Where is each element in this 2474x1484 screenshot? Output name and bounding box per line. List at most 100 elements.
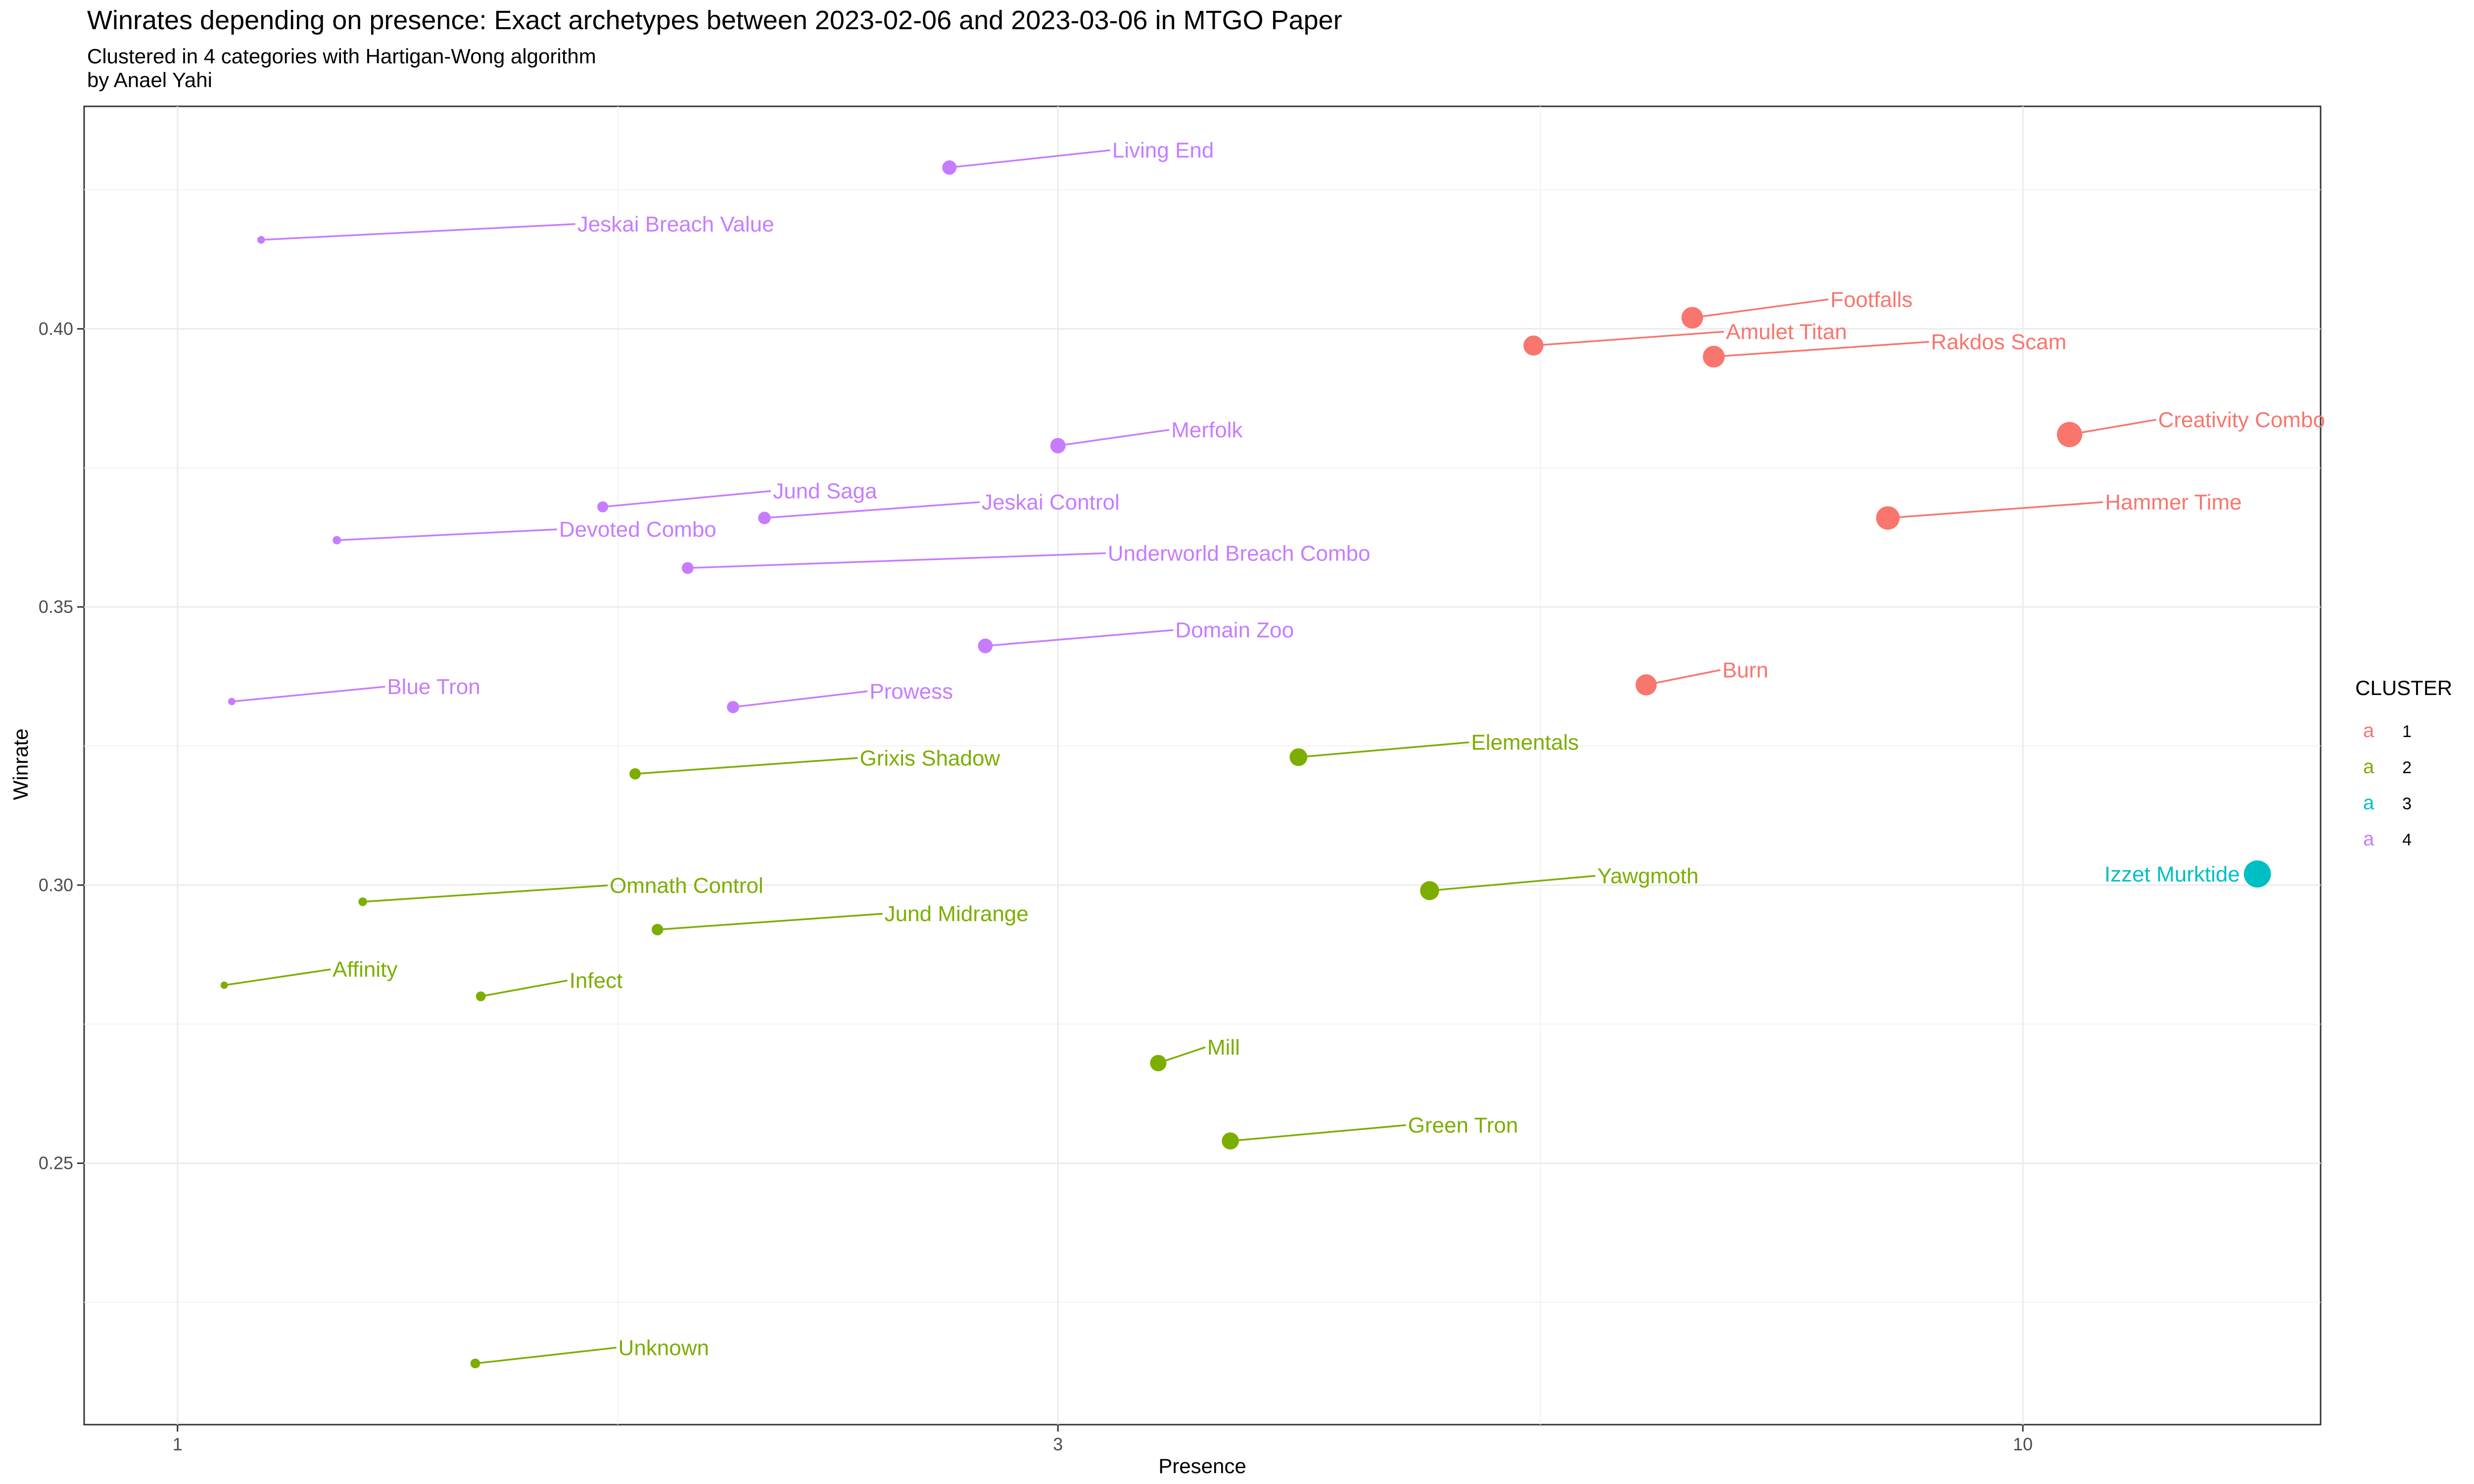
label-hammer-time: Hammer Time [2105,490,2241,514]
y-tick-label: 0.40 [39,319,73,339]
point-footfalls [1681,307,1703,329]
chart-subtitle: Clustered in 4 categories with Hartigan-… [87,45,596,92]
legend-key-2: a [2363,756,2375,778]
point-grixis-shadow [629,768,641,780]
y-tick-label: 0.30 [39,875,73,895]
point-blue-tron [228,697,236,705]
point-green-tron [1222,1132,1239,1150]
data-points [220,160,2271,1369]
point-hammer-time [1876,506,1900,530]
connector-yawgmoth [1429,875,1596,892]
axes: 1 3 10 0.25 0.30 0.35 0.40 [39,319,2033,1454]
point-omnath-control [358,897,367,906]
label-blue-tron: Blue Tron [387,675,480,699]
connector-omnath-control [362,884,608,903]
connector-footfalls [1692,298,1829,319]
label-affinity: Affinity [333,958,397,982]
point-affinity [220,981,228,989]
label-elementals: Elementals [1471,731,1579,755]
label-mill: Mill [1207,1035,1240,1060]
label-footfalls: Footfalls [1830,287,1912,312]
x-tick-label: 1 [173,1434,183,1454]
label-jund-midrange: Jund Midrange [885,902,1029,926]
connector-unknown [475,1346,617,1365]
connector-domain-zoo [985,629,1174,647]
point-underworld-breach-combo [681,562,694,574]
label-creativity-combo: Creativity Combo [2158,408,2325,432]
point-izzet-murktide [2243,860,2271,888]
connector-creativity-combo [2069,418,2156,436]
connector-green-tron [1230,1124,1406,1142]
point-labels: Living End Jeskai Breach Value Footfalls Am… [333,139,2325,1360]
point-merfolk [1050,438,1066,454]
label-unknown: Unknown [618,1336,709,1360]
x-tick-label: 10 [2013,1434,2033,1454]
legend-label-3: 3 [2402,794,2412,813]
connector-prowess [733,690,868,708]
legend-key-3: a [2363,792,2375,814]
connector-affinity [224,968,331,986]
connector-hammer-time [1888,501,2103,519]
connector-blue-tron [232,686,385,702]
label-amulet-titan: Amulet Titan [1726,320,1847,344]
legend-label-2: 2 [2402,758,2412,777]
label-rakdos-scam: Rakdos Scam [1931,330,2067,354]
label-connectors [224,149,2156,1365]
point-living-end [942,160,957,175]
point-rakdos-scam [1703,345,1725,368]
point-creativity-combo [2057,421,2083,447]
label-jund-saga: Jund Saga [773,479,877,504]
connector-jeskai-breach-value [261,223,575,241]
connector-mill [1158,1046,1206,1064]
chart-title: Winrates depending on presence: Exact ar… [87,5,1342,35]
label-grixis-shadow: Grixis Shadow [860,746,1000,770]
point-unknown [470,1358,480,1369]
label-jeskai-breach-value: Jeskai Breach Value [577,212,774,236]
point-jund-midrange [652,924,664,935]
connector-jund-midrange [657,913,883,930]
connector-elementals [1298,741,1470,758]
connector-jund-saga [603,490,771,508]
connector-infect [480,979,568,997]
label-prowess: Prowess [869,679,953,703]
legend-key-1: a [2363,720,2375,742]
point-amulet-titan [1523,335,1544,356]
connector-underworld-breach-combo [687,552,1106,569]
connector-burn [1646,669,1721,686]
point-jeskai-breach-value [257,236,265,244]
label-devoted-combo: Devoted Combo [559,517,716,542]
connector-devoted-combo [336,528,557,541]
point-prowess [727,701,739,713]
point-domain-zoo [978,638,993,653]
label-yawgmoth: Yawgmoth [1597,864,1699,888]
point-jeskai-control [758,511,771,524]
legend-label-1: 1 [2402,722,2412,741]
label-merfolk: Merfolk [1171,418,1243,442]
label-infect: Infect [570,969,623,993]
label-burn: Burn [1722,658,1768,682]
point-yawgmoth [1420,881,1439,900]
legend-title: CLUSTER [2355,676,2452,699]
point-jund-saga [597,501,609,512]
x-tick-label: 3 [1053,1434,1063,1454]
label-living-end: Living End [1112,139,1214,163]
point-elementals [1289,748,1308,766]
y-axis-title: Winrate [9,729,32,800]
plot-panel [83,105,2322,1426]
subtitle-line-method: Clustered in 4 categories with Hartigan-… [87,45,596,68]
label-domain-zoo: Domain Zoo [1175,618,1294,643]
label-jeskai-control: Jeskai Control [982,490,1120,514]
y-tick-label: 0.25 [39,1153,73,1173]
connector-grixis-shadow [635,757,858,775]
label-omnath-control: Omnath Control [610,874,763,898]
connector-amulet-titan [1533,330,1724,347]
point-infect [476,991,486,1002]
x-axis-title: Presence [1158,1454,1246,1478]
point-mill [1150,1055,1167,1071]
connector-living-end [949,149,1110,169]
connector-rakdos-scam [1713,341,1929,358]
point-burn [1635,674,1657,696]
grid-lines [84,106,2321,1425]
subtitle-line-author: by Anael Yahi [87,68,212,92]
